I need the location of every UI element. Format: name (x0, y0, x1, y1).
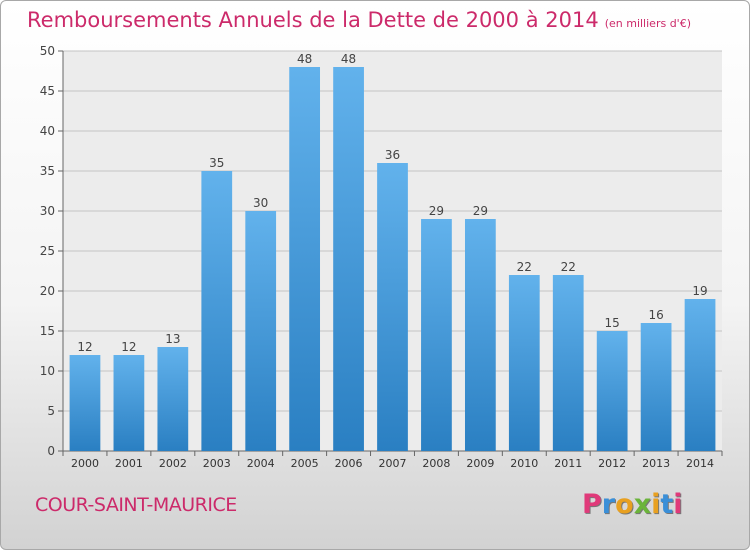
y-tick-label: 20 (40, 284, 55, 298)
chart-title-text: Remboursements Annuels de la Dette de 20… (27, 8, 599, 32)
bar-value-label: 29 (473, 204, 488, 218)
y-tick-label: 50 (40, 44, 55, 58)
bar (377, 163, 408, 451)
bar-value-label: 30 (253, 196, 268, 210)
x-tick-label: 2008 (422, 457, 450, 470)
x-tick-label: 2004 (247, 457, 275, 470)
bar (69, 355, 101, 451)
bar (333, 67, 364, 451)
y-tick-label: 45 (40, 84, 55, 98)
x-tick-label: 2014 (686, 457, 714, 470)
bar (596, 331, 628, 451)
bar (289, 67, 321, 451)
logo-letter: o (615, 489, 634, 520)
bar-value-label: 16 (648, 308, 663, 322)
bar-value-label: 12 (121, 340, 136, 354)
bar-value-label: 48 (297, 52, 312, 66)
bar (684, 299, 716, 451)
logo-letter: t (660, 489, 674, 520)
y-tick-label: 30 (40, 204, 55, 218)
x-tick-label: 2011 (554, 457, 582, 470)
y-tick-label: 35 (40, 164, 55, 178)
bar-value-label: 15 (605, 316, 620, 330)
y-tick-label: 40 (40, 124, 55, 138)
x-tick-label: 2002 (159, 457, 187, 470)
bar (245, 211, 277, 451)
x-tick-label: 2009 (466, 457, 494, 470)
logo-letter: i (673, 489, 683, 520)
y-tick-label: 0 (47, 444, 55, 458)
x-tick-label: 2003 (203, 457, 231, 470)
bar-value-label: 35 (209, 156, 224, 170)
bar-value-label: 13 (165, 332, 180, 346)
y-tick-label: 25 (40, 244, 55, 258)
bar-chart: 0 5 10 15 20 25 30 35 40 45 50 12 2000 12 2001 13 2002 35… (40, 44, 723, 470)
bar (201, 171, 233, 451)
city-name: COUR-SAINT-MAURICE (35, 494, 237, 516)
bar-value-label: 29 (429, 204, 444, 218)
chart-unit: (en milliers d'€) (604, 17, 691, 30)
bar (508, 275, 540, 451)
bar (113, 355, 145, 451)
logo-letter: i (651, 489, 661, 520)
bar (157, 347, 189, 451)
bar-value-label: 12 (77, 340, 92, 354)
bar-value-label: 22 (561, 260, 576, 274)
y-tick-label: 10 (40, 364, 55, 378)
x-tick-label: 2007 (379, 457, 407, 470)
chart-title: Remboursements Annuels de la Dette de 20… (27, 8, 691, 32)
bar (464, 219, 496, 451)
logo-letter: P (582, 489, 602, 520)
bar-value-label: 36 (385, 148, 400, 162)
bar-value-label: 22 (517, 260, 532, 274)
bar (552, 275, 584, 451)
x-tick-label: 2010 (510, 457, 538, 470)
y-tick-label: 5 (47, 404, 55, 418)
x-tick-label: 2001 (115, 457, 143, 470)
logo-letter: r (601, 489, 616, 520)
logo-letter: x (633, 489, 652, 520)
bar-value-label: 48 (341, 52, 356, 66)
y-tick-label: 15 (40, 324, 55, 338)
x-tick-label: 2006 (335, 457, 363, 470)
bar-value-label: 19 (692, 284, 707, 298)
x-tick-label: 2000 (71, 457, 99, 470)
x-tick-label: 2012 (598, 457, 626, 470)
bar (421, 219, 452, 451)
proxiti-logo[interactable]: Proxiti (582, 489, 683, 520)
x-tick-label: 2013 (642, 457, 670, 470)
bar (640, 323, 672, 451)
x-tick-label: 2005 (291, 457, 319, 470)
